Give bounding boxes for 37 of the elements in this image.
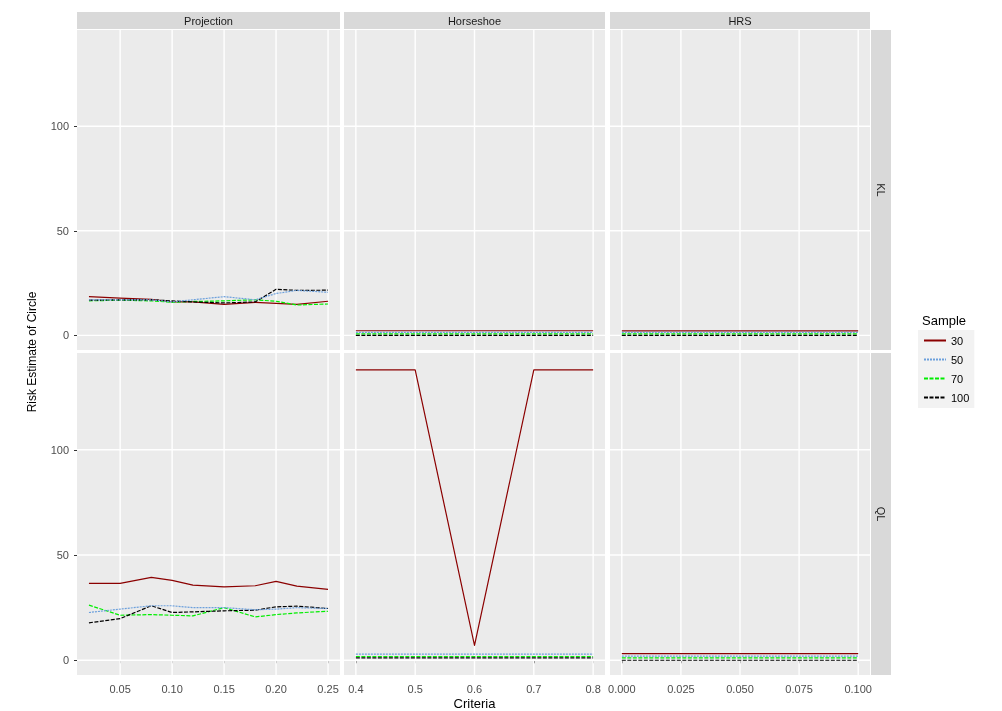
x-tick-label: 0.075 xyxy=(785,682,813,695)
x-tick-label: 0.100 xyxy=(844,682,872,695)
y-tick-label: 0 xyxy=(62,654,69,667)
y-tick-label: 50 xyxy=(56,549,69,562)
y-axis-title: Risk Estimate of Circle xyxy=(25,291,39,413)
x-tick-label: 0.6 xyxy=(466,682,483,695)
x-tick-label: 0.20 xyxy=(265,682,287,695)
x-axis-title: Criteria xyxy=(453,696,497,711)
chart-title: Horseshoe xyxy=(447,14,502,27)
x-tick-label: 0.025 xyxy=(667,682,695,695)
x-tick-label: 0.7 xyxy=(526,682,542,695)
line-series xyxy=(88,605,329,624)
y2-axis-title: KL xyxy=(875,183,887,197)
line-series xyxy=(88,576,329,590)
y-tick-label: 100 xyxy=(50,443,69,456)
x-tick-label: 0.5 xyxy=(407,682,423,695)
x-tick-label: 0.000 xyxy=(608,682,636,695)
y-tick-label: 100 xyxy=(50,120,69,133)
legend-label: 30 xyxy=(951,334,964,347)
x-tick-label: 0.4 xyxy=(348,682,364,695)
x-tick-label: 0.10 xyxy=(161,682,183,695)
line-series xyxy=(88,604,329,618)
chart-title: Projection xyxy=(184,14,233,27)
y-tick-label: 0 xyxy=(62,329,69,342)
chart-title: HRS xyxy=(728,14,752,27)
y-tick-label: 50 xyxy=(56,224,69,237)
legend-title: Sample xyxy=(922,312,967,328)
x-tick-label: 0.25 xyxy=(317,682,339,695)
legend-label: 50 xyxy=(951,353,964,366)
legend-label: 70 xyxy=(951,372,964,385)
x-tick-label: 0.05 xyxy=(109,682,131,695)
legend-label: 100 xyxy=(951,391,970,404)
x-tick-label: 0.8 xyxy=(585,682,601,695)
line-series xyxy=(88,605,329,614)
x-tick-label: 0.15 xyxy=(213,682,235,695)
y2-axis-title: QL xyxy=(875,506,887,522)
x-tick-label: 0.050 xyxy=(726,682,754,695)
